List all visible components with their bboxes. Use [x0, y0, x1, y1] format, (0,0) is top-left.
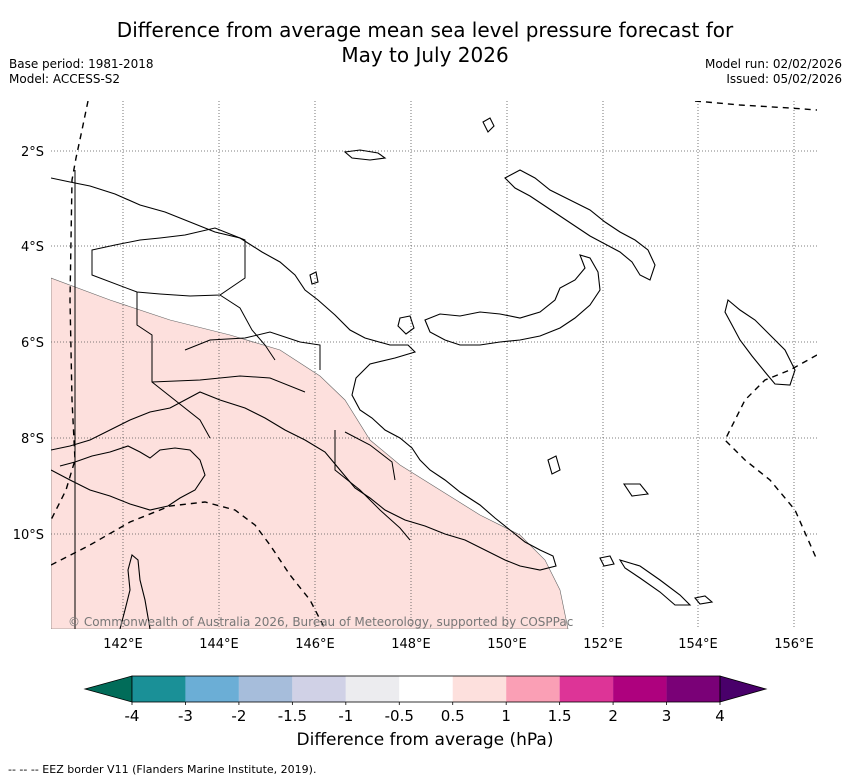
- longitude-labels: 142°E 144°E 146°E 148°E 150°E 152°E 154°E 156°E: [103, 637, 814, 652]
- colorbar-tick-label: -0.5: [385, 707, 414, 725]
- lat-label: 10°S: [13, 528, 44, 543]
- colorbar-outline: [131, 675, 721, 703]
- colorbar-segment: [132, 676, 186, 702]
- meta-left: Base period: 1981-2018 Model: ACCESS-S2: [9, 57, 154, 87]
- colorbar-segment: [506, 676, 560, 702]
- colorbar-tick-label: 2: [608, 707, 618, 725]
- island-d: [618, 559, 692, 606]
- lat-label: 4°S: [21, 240, 44, 255]
- south-coast-lowland: [51, 445, 206, 511]
- colorbar-tick-label: 0.5: [441, 707, 465, 725]
- eez-borders: [51, 101, 817, 629]
- border-3: [151, 375, 306, 393]
- colorbar: -4 -3 -2 -1.5 -1 -0.5 0.5 1 1.5 2 3 4: [83, 675, 768, 725]
- eez-legend-footer: -- -- -- EEZ border V11 (Flanders Marine…: [8, 763, 317, 776]
- colorbar-tick-label: -2: [231, 707, 246, 725]
- model-run: Model run: 02/02/2026: [704, 57, 842, 71]
- lon-label: 154°E: [678, 637, 718, 652]
- bougainville-coast: [724, 299, 796, 386]
- lon-label: 142°E: [103, 637, 143, 652]
- border-4: [184, 331, 321, 370]
- title-line-2: May to July 2026: [341, 43, 509, 67]
- lon-label: 144°E: [199, 637, 239, 652]
- eez-east-top: [694, 101, 817, 111]
- graticule: [51, 101, 817, 629]
- lon-label: 148°E: [391, 637, 431, 652]
- island-f: [693, 595, 714, 605]
- base-period: Base period: 1981-2018: [9, 57, 154, 71]
- colorbar-tick-label: 1.5: [548, 707, 572, 725]
- title-line-1: Difference from average mean sea level p…: [116, 18, 734, 42]
- colorbar-segment: [666, 676, 720, 702]
- border-1: [91, 227, 246, 297]
- colorbar-segment: [559, 676, 614, 702]
- island-e: [599, 555, 615, 567]
- new-guinea-coast: [51, 177, 557, 571]
- eez-west-north: [51, 101, 89, 521]
- colorbar-tick-label: -4: [125, 707, 140, 725]
- internal-borders: [74, 170, 411, 629]
- colorbar-tick-label: 4: [715, 707, 725, 725]
- colorbar-tick-label: 3: [662, 707, 672, 725]
- anomaly-shading: [51, 277, 569, 629]
- eez-south-arc: [51, 501, 326, 629]
- border-2: [136, 292, 211, 439]
- border-5: [219, 294, 276, 361]
- colorbar-tick-label: -1.5: [278, 707, 307, 725]
- lon-label: 150°E: [487, 637, 527, 652]
- colorbar-label: Difference from average (hPa): [296, 730, 554, 750]
- colorbar-segment: [185, 676, 239, 702]
- border-6: [334, 430, 411, 541]
- meta-right: Model run: 02/02/2026 Issued: 05/02/2026: [705, 57, 842, 87]
- coastlines: [51, 117, 796, 629]
- island-b: [397, 315, 415, 335]
- colorbar-segment: [613, 676, 667, 702]
- colorbar-segment: [238, 676, 293, 702]
- lon-label: 156°E: [774, 637, 814, 652]
- lat-label: 2°S: [21, 145, 44, 160]
- eez-east-side: [724, 354, 817, 561]
- issued-date: Issued: 05/02/2026: [726, 72, 842, 86]
- colorbar-tick-label: -1: [338, 707, 353, 725]
- colorbar-tick-label: -3: [178, 707, 193, 725]
- colorbar-segment: [292, 676, 346, 702]
- manus-island: [343, 149, 387, 161]
- lat-label: 6°S: [21, 336, 44, 351]
- latitude-labels: 2°S 4°S 6°S 8°S 10°S: [13, 145, 44, 543]
- lon-label: 146°E: [295, 637, 335, 652]
- colorbar-segment: [399, 676, 453, 702]
- copyright-notice: © Commonwealth of Australia 2026, Bureau…: [68, 615, 573, 629]
- border-7: [344, 431, 396, 481]
- lat-label: 8°S: [21, 432, 44, 447]
- colorbar-extend-low: [83, 675, 133, 703]
- island-a: [482, 117, 495, 133]
- island-c: [309, 271, 319, 285]
- map-title: Difference from average mean sea level p…: [0, 18, 850, 68]
- colorbar-extend-high: [719, 675, 768, 703]
- colorbar-tick-label: 1: [501, 707, 511, 725]
- new-ireland-coast: [504, 169, 656, 281]
- lon-label: 152°E: [583, 637, 623, 652]
- map-content: [51, 101, 817, 629]
- cape-york-coast: [119, 554, 151, 629]
- colorbar-segment: [345, 676, 400, 702]
- new-britain-coast: [424, 254, 601, 346]
- island-g: [547, 455, 561, 475]
- island-h: [622, 483, 650, 497]
- model-name: Model: ACCESS-S2: [9, 72, 121, 86]
- colorbar-segment: [452, 676, 507, 702]
